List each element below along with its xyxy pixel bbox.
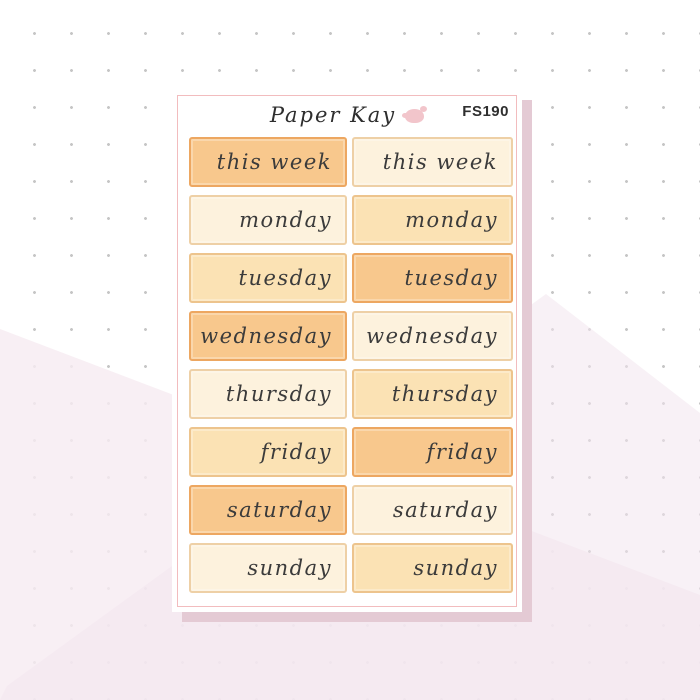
sticker-friday-left: friday: [189, 427, 347, 477]
sticker-monday-right: monday: [352, 195, 513, 245]
sticker-tuesday-left: tuesday: [189, 253, 347, 303]
sticker-label: tuesday: [404, 266, 498, 290]
sticker-thursday-right: thursday: [352, 369, 513, 419]
sticker-label: this week: [216, 150, 332, 174]
sticker-label: tuesday: [238, 266, 332, 290]
sheet-header: Paper Kay: [172, 90, 522, 137]
sticker-wednesday-right: wednesday: [352, 311, 513, 361]
sticker-this-week-right: this week: [352, 137, 513, 187]
sticker-label: thursday: [391, 382, 498, 406]
sticker-label: saturday: [226, 498, 332, 522]
sticker-friday-right: friday: [352, 427, 513, 477]
sticker-label: wednesday: [200, 324, 332, 348]
sticker-label: monday: [239, 208, 332, 232]
sticker-label: friday: [426, 440, 498, 464]
sticker-monday-left: monday: [189, 195, 347, 245]
sticker-label: this week: [382, 150, 498, 174]
sticker-label: saturday: [392, 498, 498, 522]
sticker-sheet: Paper Kay FS190 this week this week mond…: [172, 90, 522, 612]
product-code: FS190: [462, 103, 509, 120]
sticker-sunday-right: sunday: [352, 543, 513, 593]
sticker-thursday-left: thursday: [189, 369, 347, 419]
sticker-label: sunday: [413, 556, 498, 580]
sticker-wednesday-left: wednesday: [189, 311, 347, 361]
sticker-saturday-right: saturday: [352, 485, 513, 535]
sticker-label: thursday: [225, 382, 332, 406]
sticker-grid: this week this week monday monday tuesda…: [189, 137, 513, 593]
sticker-this-week-left: this week: [189, 137, 347, 187]
sticker-saturday-left: saturday: [189, 485, 347, 535]
sticker-sunday-left: sunday: [189, 543, 347, 593]
paper-kay-bird-logo-icon: [402, 105, 428, 123]
sticker-label: sunday: [247, 556, 332, 580]
brand-name: Paper Kay: [269, 102, 397, 127]
sticker-label: friday: [260, 440, 332, 464]
sticker-label: wednesday: [366, 324, 498, 348]
sticker-label: monday: [405, 208, 498, 232]
sticker-tuesday-right: tuesday: [352, 253, 513, 303]
